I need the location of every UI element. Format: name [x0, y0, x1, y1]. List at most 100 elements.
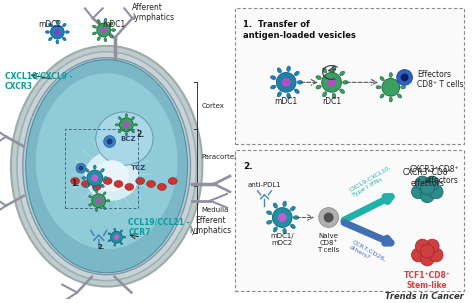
Ellipse shape	[49, 37, 52, 41]
Circle shape	[97, 23, 110, 37]
Ellipse shape	[389, 97, 392, 102]
Text: Medulla: Medulla	[201, 207, 229, 213]
Text: CXCL9,CXCL10,
Type I IFNs: CXCL9,CXCL10, Type I IFNs	[348, 165, 395, 198]
Ellipse shape	[85, 169, 89, 172]
Circle shape	[96, 198, 102, 204]
Ellipse shape	[168, 178, 177, 185]
Ellipse shape	[340, 89, 345, 93]
Ellipse shape	[71, 178, 80, 185]
Circle shape	[91, 175, 99, 181]
Circle shape	[92, 194, 106, 208]
Circle shape	[76, 163, 86, 173]
Circle shape	[282, 78, 291, 87]
Circle shape	[401, 73, 409, 82]
Circle shape	[319, 208, 338, 227]
Text: 1.  Transfer of
antigen-loaded vesicles: 1. Transfer of antigen-loaded vesicles	[243, 20, 356, 40]
Ellipse shape	[96, 190, 98, 193]
Text: mDC1: mDC1	[102, 20, 125, 29]
Circle shape	[411, 185, 425, 199]
Circle shape	[107, 138, 112, 145]
Ellipse shape	[118, 117, 121, 120]
Ellipse shape	[56, 20, 59, 24]
Circle shape	[420, 244, 434, 258]
Circle shape	[429, 248, 443, 262]
Text: Afferent
lymphatics: Afferent lymphatics	[132, 3, 174, 22]
Ellipse shape	[23, 58, 191, 275]
Text: Trends in Cancer: Trends in Cancer	[385, 292, 464, 301]
Ellipse shape	[114, 181, 123, 188]
Ellipse shape	[103, 192, 106, 195]
Ellipse shape	[323, 92, 327, 97]
Circle shape	[429, 185, 443, 199]
Circle shape	[50, 25, 64, 39]
Circle shape	[104, 136, 116, 148]
Ellipse shape	[273, 203, 277, 208]
Text: 2.: 2.	[243, 162, 253, 171]
FancyBboxPatch shape	[235, 8, 464, 145]
Circle shape	[110, 231, 122, 243]
Ellipse shape	[340, 71, 345, 76]
Ellipse shape	[49, 23, 52, 27]
Ellipse shape	[104, 18, 107, 22]
Text: mDC1/
mDC2: mDC1/ mDC2	[271, 233, 294, 246]
FancyBboxPatch shape	[235, 150, 464, 291]
Circle shape	[322, 72, 341, 92]
Ellipse shape	[398, 77, 401, 81]
Ellipse shape	[136, 178, 145, 185]
Text: CXCR3⁺CD8⁺
effectors: CXCR3⁺CD8⁺ effectors	[402, 168, 452, 188]
Ellipse shape	[109, 22, 113, 25]
Ellipse shape	[106, 200, 110, 202]
Ellipse shape	[401, 86, 406, 89]
Ellipse shape	[266, 211, 272, 215]
Circle shape	[87, 170, 103, 186]
Text: rDC1: rDC1	[322, 97, 341, 106]
Ellipse shape	[85, 184, 89, 188]
Ellipse shape	[283, 201, 286, 207]
Ellipse shape	[114, 244, 116, 246]
Ellipse shape	[11, 46, 202, 287]
Ellipse shape	[271, 85, 276, 89]
Ellipse shape	[294, 89, 299, 93]
Ellipse shape	[115, 124, 118, 126]
Ellipse shape	[125, 132, 128, 136]
Bar	[65, 129, 138, 208]
Circle shape	[425, 239, 439, 253]
Ellipse shape	[132, 130, 135, 133]
Ellipse shape	[120, 242, 123, 245]
Ellipse shape	[118, 130, 121, 133]
Ellipse shape	[114, 228, 116, 231]
Ellipse shape	[277, 68, 282, 73]
Circle shape	[278, 213, 287, 222]
Ellipse shape	[125, 114, 128, 117]
Text: Naive
CD8⁺
T cells: Naive CD8⁺ T cells	[318, 233, 340, 253]
Ellipse shape	[26, 60, 188, 273]
Ellipse shape	[36, 73, 177, 249]
Circle shape	[276, 72, 296, 92]
Text: Efferent
lymphatics: Efferent lymphatics	[189, 215, 231, 235]
Circle shape	[324, 213, 334, 222]
Circle shape	[273, 208, 292, 227]
Ellipse shape	[376, 86, 381, 89]
Text: CXCR3⁺CD8⁺
effectors: CXCR3⁺CD8⁺ effectors	[409, 165, 459, 185]
Ellipse shape	[398, 94, 401, 98]
Circle shape	[397, 69, 412, 85]
Ellipse shape	[134, 124, 137, 126]
Text: Cortex: Cortex	[201, 102, 224, 108]
Ellipse shape	[271, 76, 276, 80]
Ellipse shape	[89, 195, 92, 198]
Ellipse shape	[93, 165, 96, 169]
Ellipse shape	[103, 207, 106, 210]
Ellipse shape	[316, 76, 321, 80]
Ellipse shape	[92, 184, 101, 190]
Ellipse shape	[94, 160, 129, 192]
Ellipse shape	[120, 230, 123, 232]
Ellipse shape	[56, 40, 59, 44]
Ellipse shape	[332, 66, 336, 72]
Text: Paracortex: Paracortex	[201, 154, 238, 160]
Text: BCZ: BCZ	[120, 135, 136, 142]
Circle shape	[79, 166, 83, 171]
Text: 1.: 1.	[71, 179, 79, 188]
Circle shape	[54, 29, 60, 35]
Text: 2.: 2.	[98, 244, 105, 250]
Ellipse shape	[108, 240, 111, 242]
